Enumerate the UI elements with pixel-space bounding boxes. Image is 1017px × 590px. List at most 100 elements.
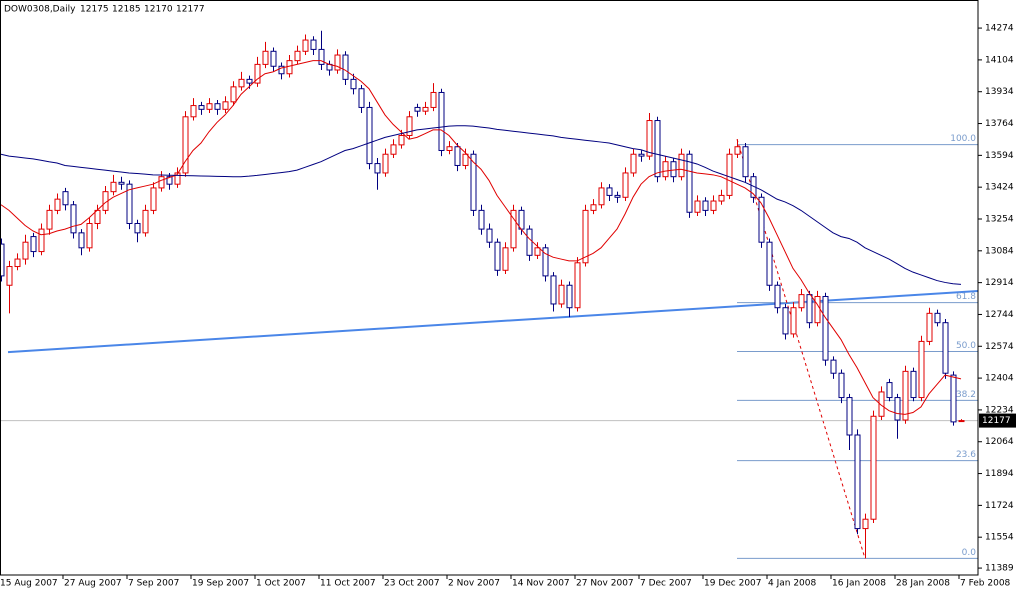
candle-body — [542, 247, 549, 277]
candle-body — [774, 284, 781, 309]
candle-body — [638, 153, 645, 157]
candle-body — [646, 120, 653, 157]
candle-body — [22, 241, 29, 260]
y-tick-label: 11894 — [985, 469, 1014, 479]
candle-body — [902, 370, 909, 421]
candle-body — [886, 382, 893, 399]
fib-label: 61.8 — [956, 292, 976, 302]
last-open: 12175 — [80, 5, 109, 15]
x-tick-label: 27 Nov 2007 — [576, 579, 634, 589]
candle-body — [142, 209, 149, 234]
candle-body — [246, 78, 253, 84]
candle-body — [342, 54, 349, 80]
moving-average — [0, 60, 962, 415]
y-tick-label: 13764 — [985, 119, 1014, 129]
candle-body — [958, 420, 965, 423]
candle-body — [414, 106, 421, 112]
candle-body — [910, 370, 917, 399]
candle-body — [494, 241, 501, 271]
candle-body — [838, 372, 845, 399]
x-tick-label: 16 Jan 2008 — [832, 579, 886, 589]
y-tick-label: 11724 — [985, 501, 1014, 511]
y-tick-label: 13254 — [985, 214, 1014, 224]
candle-body — [822, 295, 829, 361]
candle-body — [270, 50, 277, 67]
x-tick-label: 27 Aug 2007 — [64, 579, 122, 589]
candle-body — [334, 54, 341, 71]
plot-area — [0, 30, 978, 559]
x-tick-label: 19 Sep 2007 — [192, 579, 249, 589]
y-tick-label: 12744 — [985, 310, 1014, 320]
x-tick-label: 2 Nov 2007 — [448, 579, 500, 589]
candle-body — [718, 194, 725, 202]
candle-body — [502, 247, 509, 271]
candle-body — [70, 204, 77, 234]
fib-label: 50.0 — [956, 341, 976, 351]
candle-body — [406, 116, 413, 137]
candle-body — [438, 91, 445, 151]
candle-body — [478, 209, 485, 230]
candle-body — [694, 200, 701, 213]
candle-body — [286, 60, 293, 75]
plot-frame — [0, 0, 979, 576]
y-tick-label: 13424 — [985, 183, 1014, 193]
candle-body — [782, 307, 789, 335]
x-tick-label: 11 Oct 2007 — [320, 579, 376, 589]
fib-label: 23.6 — [956, 450, 976, 460]
candle-body — [78, 232, 85, 249]
candle-body — [894, 397, 901, 421]
y-tick-label: 13084 — [985, 246, 1014, 256]
candle-body — [446, 146, 453, 151]
price-box-label: 12177 — [982, 416, 1011, 426]
candle-body — [238, 78, 245, 88]
candle-body — [422, 106, 429, 112]
candle-body — [382, 153, 389, 174]
candle-body — [814, 295, 821, 324]
candle-body — [86, 222, 93, 249]
candle-body — [182, 116, 189, 174]
y-tick-label: 12914 — [985, 278, 1014, 288]
candle-body — [374, 163, 381, 174]
candle-body — [46, 209, 53, 230]
candle-body — [558, 284, 565, 305]
y-tick-label: 13934 — [985, 87, 1014, 97]
candle-body — [598, 187, 605, 206]
candle-body — [758, 196, 765, 243]
candle-body — [766, 241, 773, 286]
x-tick-label: 7 Sep 2007 — [128, 579, 179, 589]
fib-connector — [736, 139, 866, 559]
candle-body — [878, 391, 885, 417]
candle-body — [430, 91, 437, 108]
candle-body — [934, 312, 941, 324]
candle-body — [830, 359, 837, 374]
y-tick-label: 13594 — [985, 151, 1014, 161]
candle-body — [190, 105, 197, 118]
x-tick-label: 28 Jan 2008 — [896, 579, 950, 589]
candle-body — [870, 415, 877, 520]
candle-body — [726, 153, 733, 196]
candle-body — [54, 198, 61, 211]
x-tick-label: 7 Feb 2008 — [960, 579, 1011, 589]
candle-body — [742, 146, 749, 178]
candle-body — [678, 153, 685, 178]
chart-title: DOW0308,Daily — [4, 5, 76, 15]
candle-body — [854, 434, 861, 530]
last-low: 12170 — [144, 5, 173, 15]
candle-body — [846, 397, 853, 436]
x-tick-label: 4 Jan 2008 — [768, 579, 816, 589]
candle-body — [734, 146, 741, 155]
candle-body — [566, 284, 573, 309]
y-tick-label: 12234 — [985, 405, 1014, 415]
candle-body — [278, 65, 285, 75]
candle-body — [198, 105, 205, 110]
candle-body — [358, 88, 365, 108]
y-tick-label: 12404 — [985, 374, 1014, 384]
candle-body — [14, 258, 21, 268]
candle-body — [350, 78, 357, 90]
candle-body — [582, 209, 589, 264]
candle-body — [918, 340, 925, 399]
candle-body — [470, 153, 477, 211]
candle-body — [94, 209, 101, 224]
fib-label: 0.0 — [962, 548, 977, 558]
